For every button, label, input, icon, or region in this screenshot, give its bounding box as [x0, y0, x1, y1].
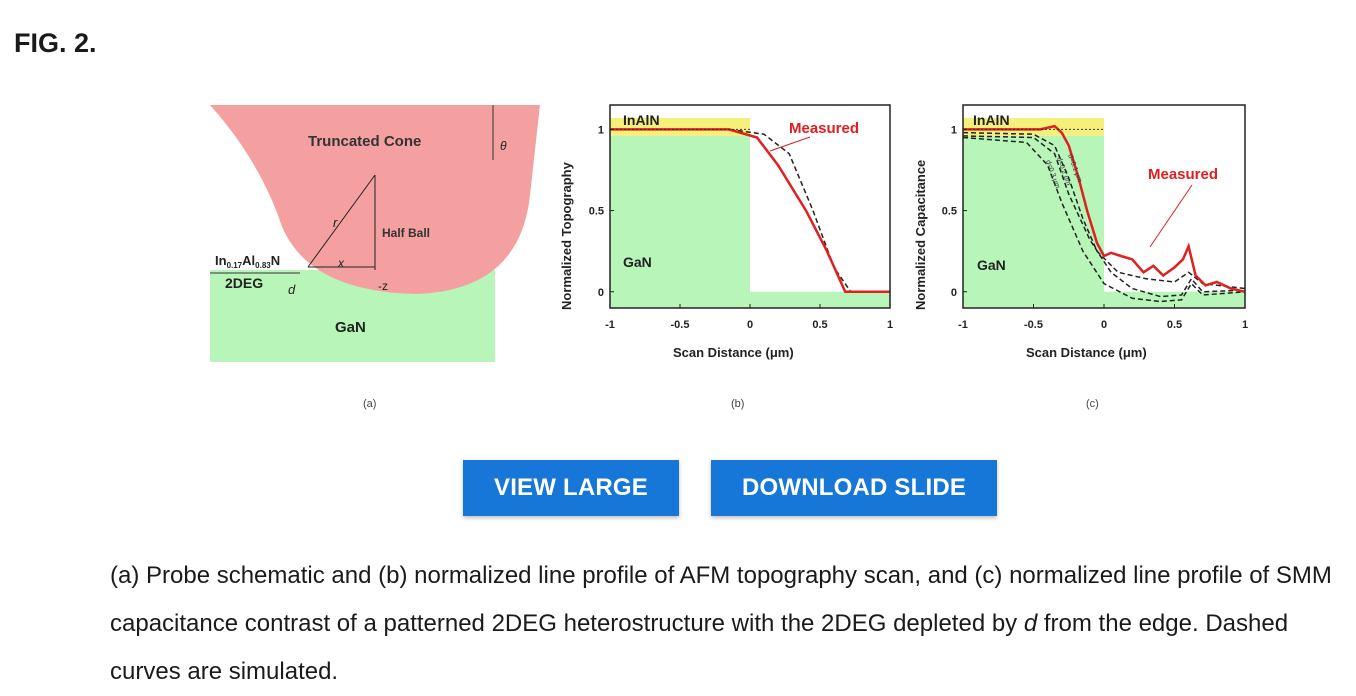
- inaln-label: In0.17Al0.83N: [215, 253, 280, 270]
- ticks-c: -1 -0.5 0 0.5 1 0 0.5 1: [942, 124, 1248, 331]
- d-label: d: [288, 282, 296, 297]
- panel-c-caption: (c): [1086, 398, 1099, 410]
- simulated-line-c-1: [962, 131, 1246, 290]
- ylabel-c: Normalized Capacitance: [913, 160, 928, 310]
- inaln-layer-c: [963, 117, 1104, 136]
- theta-label: θ: [500, 139, 507, 153]
- caption-text-2: from the edge. Dashed curves are simulat…: [110, 610, 1289, 685]
- cone-label: Truncated Cone: [308, 133, 421, 150]
- measured-label-b: Measured: [789, 120, 859, 137]
- x-tick-label-c-2: 0: [1101, 319, 1107, 331]
- x-tick-label-c-3: 0.5: [1167, 319, 1182, 331]
- caption-italic-d: d: [1023, 610, 1038, 637]
- series-group-c: [962, 124, 1246, 303]
- figure-svg: θ Truncated Cone r Half Ball x -z In0.17…: [210, 104, 1248, 410]
- measured-arrow-c: [1149, 184, 1193, 248]
- gan-region-b: [610, 135, 750, 308]
- panel-a: θ Truncated Cone r Half Ball x -z In0.17…: [210, 105, 540, 410]
- x-tick-label-b-4: 1: [887, 319, 893, 331]
- radius-line: [307, 174, 376, 268]
- download-slide-button[interactable]: DOWNLOAD SLIDE: [711, 460, 997, 516]
- simulated-line-c-2: [962, 135, 1246, 298]
- panel-b-chart: -1 -0.5 0 0.5 1 0 0.5 1 InAlN GaN Measured Scan…: [559, 104, 893, 410]
- view-large-button[interactable]: VIEW LARGE: [463, 460, 679, 516]
- x-tick-label-c-0: -1: [958, 319, 968, 331]
- simulated-line-c-3: [962, 136, 1246, 303]
- measured-line-c-0: [963, 124, 1246, 294]
- panel-b-caption: (b): [731, 398, 744, 410]
- gan-label-b: GaN: [623, 254, 652, 270]
- y-tick-label-b-2: 1: [598, 124, 604, 136]
- gan-region-c: [963, 135, 1104, 308]
- caption-text-1: (a) Probe schematic and (b) normalized l…: [110, 562, 1332, 637]
- figure-label: FIG. 2.: [14, 28, 97, 58]
- y-tick-label-b-1: 0.5: [589, 206, 604, 218]
- series-group-b: [610, 128, 890, 294]
- x-tick-label-c-1: -0.5: [1024, 319, 1043, 331]
- y-tick-label-c-1: 0.5: [942, 206, 957, 218]
- gan-label-c: GaN: [977, 257, 1006, 273]
- xlabel-b: Scan Distance (μm): [673, 345, 794, 360]
- z-label: -z: [378, 279, 388, 293]
- gan-region-b-right: [750, 291, 890, 308]
- panel-a-caption: (a): [363, 398, 376, 410]
- x-tick-label-b-0: -1: [605, 319, 615, 331]
- x-tick-label-c-4: 1: [1242, 319, 1248, 331]
- x-label: x: [337, 256, 345, 270]
- half-ball-label: Half Ball: [382, 226, 430, 240]
- ticks-b: -1 -0.5 0 0.5 1 0 0.5 1: [589, 124, 893, 331]
- inaln-label-b: InAlN: [623, 112, 660, 128]
- r-label: r: [333, 215, 338, 230]
- measured-line-b-0: [610, 128, 890, 294]
- y-tick-label-c-0: 0: [951, 287, 957, 299]
- inaln-layer-b: [610, 117, 750, 136]
- y-tick-label-c-2: 1: [951, 124, 957, 136]
- figure-image[interactable]: θ Truncated Cone r Half Ball x -z In0.17…: [200, 95, 1260, 415]
- inaln-label-c: InAlN: [973, 112, 1010, 128]
- ylabel-b: Normalized Topography: [559, 161, 574, 310]
- x-tick-label-b-2: 0: [747, 319, 753, 331]
- 2deg-label: 2DEG: [225, 275, 263, 291]
- x-tick-label-b-3: 0.5: [812, 319, 827, 331]
- gan-label-a: GaN: [335, 319, 366, 336]
- panel-c-chart: -1 -0.5 0 0.5 100.51 InAlN GaN Measured d=0.…: [913, 104, 1248, 410]
- xlabel-c: Scan Distance (μm): [1026, 345, 1147, 360]
- measured-label-c: Measured: [1148, 166, 1218, 183]
- measured-arrow-b: [769, 136, 811, 152]
- x-tick-label-b-1: -0.5: [671, 319, 690, 331]
- figure-caption: (a) Probe schematic and (b) normalized l…: [110, 552, 1350, 696]
- y-tick-label-b-0: 0: [598, 287, 604, 299]
